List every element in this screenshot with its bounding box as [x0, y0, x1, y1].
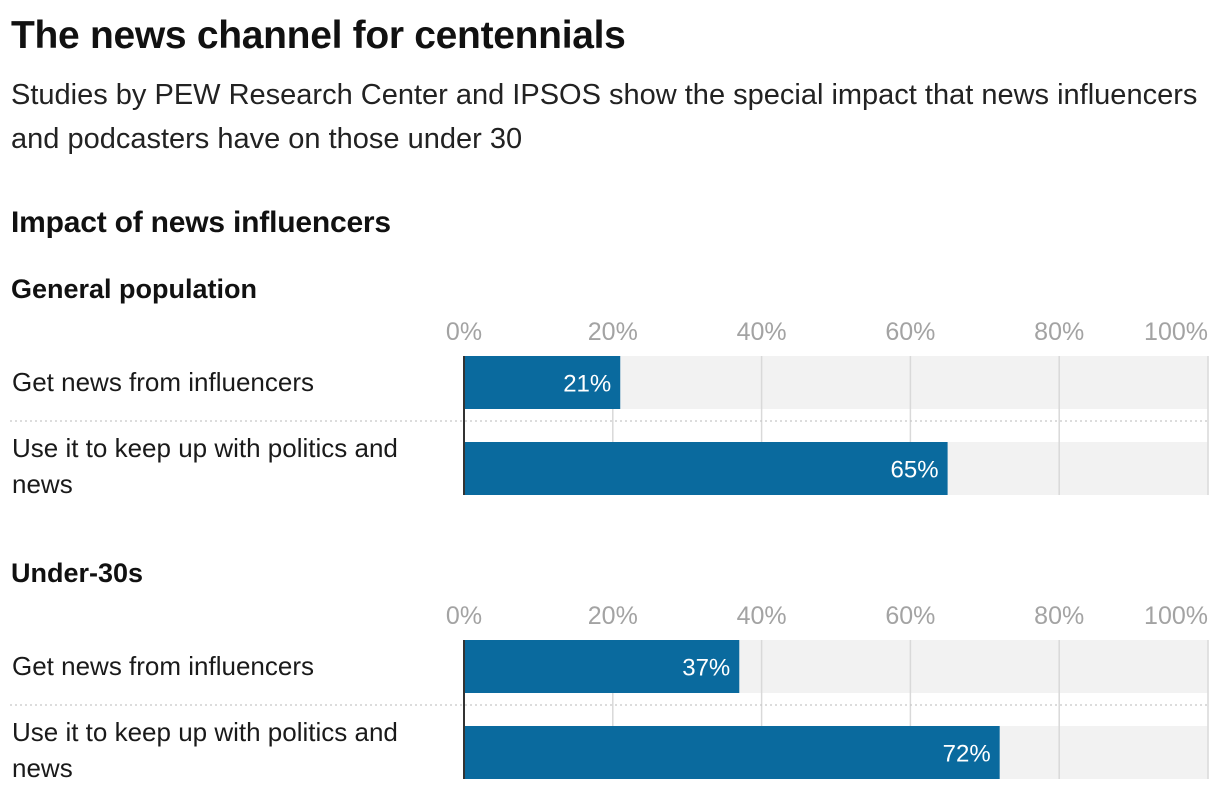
tick-label: 60%	[885, 602, 935, 630]
bar	[464, 356, 621, 409]
panel-title: General population	[11, 274, 258, 304]
panel-general-population: General population Get news from influen…	[0, 270, 1220, 500]
tick-label: 40%	[737, 602, 787, 630]
bar-value-label: 65%	[891, 457, 939, 484]
bar	[464, 726, 1000, 779]
chart-subtitle: Studies by PEW Research Center and IPSOS…	[11, 79, 1198, 155]
tick-label: 40%	[737, 318, 787, 346]
bar-value-label: 37%	[682, 655, 730, 682]
tick-label: 20%	[588, 318, 638, 346]
tick-label: 80%	[1034, 602, 1084, 630]
row-label: Use it to keep up with politics and news	[12, 433, 398, 499]
row-label: Get news from influencers	[12, 651, 315, 681]
row-label: Get news from influencers	[12, 367, 315, 397]
tick-label: 100%	[1144, 318, 1208, 346]
tick-label: 0%	[446, 602, 482, 630]
bar-chart-under-30s: 0% 20% 40% 60% 80% 100% 37% 72%	[10, 602, 1209, 779]
section-title: Impact of news influencers	[11, 206, 391, 239]
panel-title: Under-30s	[11, 558, 144, 588]
tick-label: 60%	[885, 318, 935, 346]
tick-label: 0%	[446, 318, 482, 346]
bar-value-label: 21%	[563, 371, 611, 398]
panel-under-30s: Under-30s Get news from influencers Use …	[0, 554, 1220, 784]
chart-title: The news channel for centennials	[11, 14, 626, 57]
bar	[464, 442, 948, 495]
bar-chart-general-population: 0% 20% 40% 60% 80% 100% 21% 65%	[10, 318, 1209, 495]
tick-label: 80%	[1034, 318, 1084, 346]
bar-value-label: 72%	[943, 741, 991, 768]
row-label: Use it to keep up with politics and news	[12, 717, 398, 783]
tick-label: 20%	[588, 602, 638, 630]
tick-label: 100%	[1144, 602, 1208, 630]
bar	[464, 640, 740, 693]
